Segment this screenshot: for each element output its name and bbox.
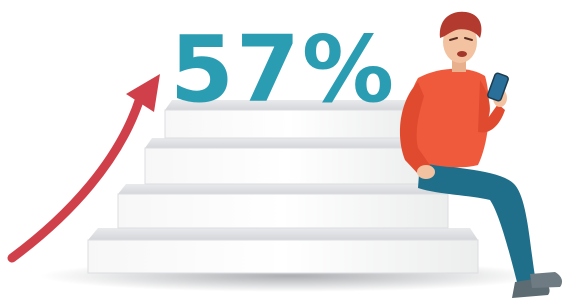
illustration: 57% xyxy=(0,0,563,308)
page: 57% (() => { const data = JSON.parse(doc… xyxy=(0,0,563,308)
step-front xyxy=(145,148,430,184)
step-top xyxy=(118,184,448,194)
step-front xyxy=(88,240,478,273)
headline: 57% xyxy=(170,16,396,123)
step-front xyxy=(118,194,448,228)
step-top xyxy=(145,138,430,148)
step-top xyxy=(88,228,478,240)
